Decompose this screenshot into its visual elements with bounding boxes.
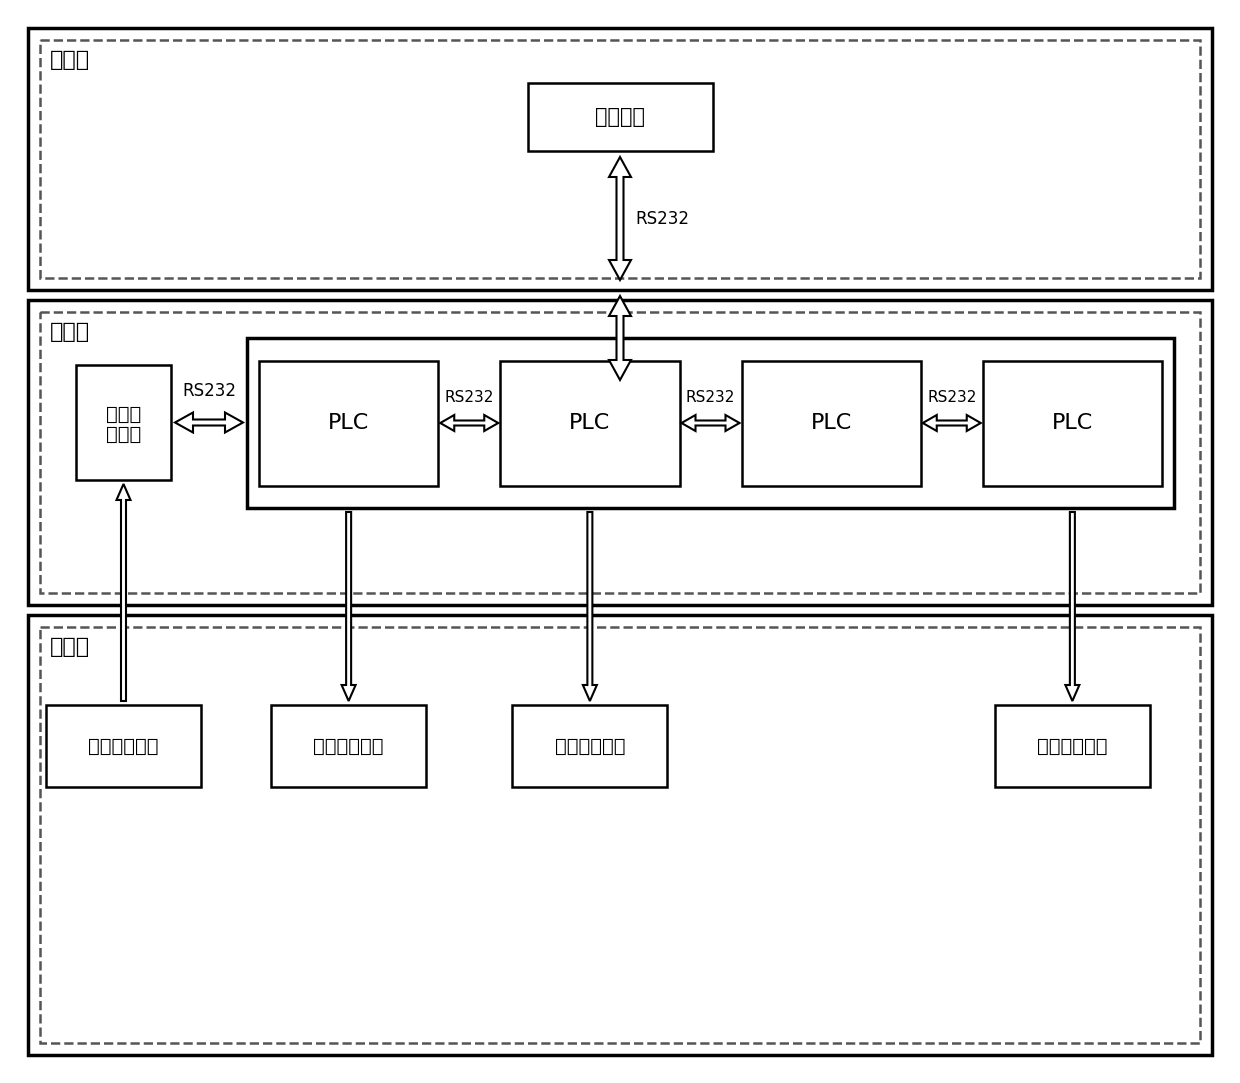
Text: RS232: RS232 (182, 382, 236, 401)
Text: 智能排气设备: 智能排气设备 (554, 736, 625, 756)
Text: RS232: RS232 (445, 390, 494, 405)
Polygon shape (583, 512, 596, 701)
Bar (983, 361, 1162, 485)
Text: 智能装头设备: 智能装头设备 (1037, 736, 1107, 756)
Text: 测装置: 测装置 (105, 425, 141, 444)
Bar (247, 338, 1174, 508)
Bar (272, 705, 427, 787)
Bar (29, 615, 1211, 1055)
Text: 监控界面: 监控界面 (595, 107, 645, 127)
Text: RS232: RS232 (635, 209, 689, 227)
Text: 在线检: 在线检 (105, 405, 141, 425)
Text: RS232: RS232 (928, 390, 976, 405)
Bar (40, 312, 1200, 593)
Bar (512, 705, 667, 787)
Text: 智能封口设备: 智能封口设备 (314, 736, 384, 756)
Bar (46, 705, 201, 787)
Text: PLC: PLC (1052, 413, 1092, 433)
Bar (994, 705, 1149, 787)
Text: PLC: PLC (569, 413, 610, 433)
Text: 智能点焊设备: 智能点焊设备 (88, 736, 159, 756)
Bar (40, 40, 1200, 278)
Text: PLC: PLC (811, 413, 852, 433)
Bar (742, 361, 921, 485)
Text: RS232: RS232 (686, 390, 735, 405)
Text: PLC: PLC (329, 413, 370, 433)
Text: 设备层: 设备层 (50, 637, 91, 657)
Polygon shape (117, 484, 130, 701)
Bar (29, 28, 1211, 290)
Bar (259, 361, 438, 485)
Bar (76, 365, 171, 480)
Polygon shape (175, 413, 243, 432)
Bar (527, 83, 713, 151)
Text: 监控层: 监控层 (50, 50, 91, 70)
Polygon shape (440, 415, 498, 431)
Bar (40, 627, 1200, 1043)
Polygon shape (682, 415, 739, 431)
Polygon shape (1065, 512, 1079, 701)
Polygon shape (609, 296, 631, 380)
Text: 控制层: 控制层 (50, 322, 91, 342)
Bar (29, 300, 1211, 605)
Polygon shape (923, 415, 981, 431)
Bar (500, 361, 680, 485)
Polygon shape (609, 157, 631, 280)
Polygon shape (342, 512, 356, 701)
